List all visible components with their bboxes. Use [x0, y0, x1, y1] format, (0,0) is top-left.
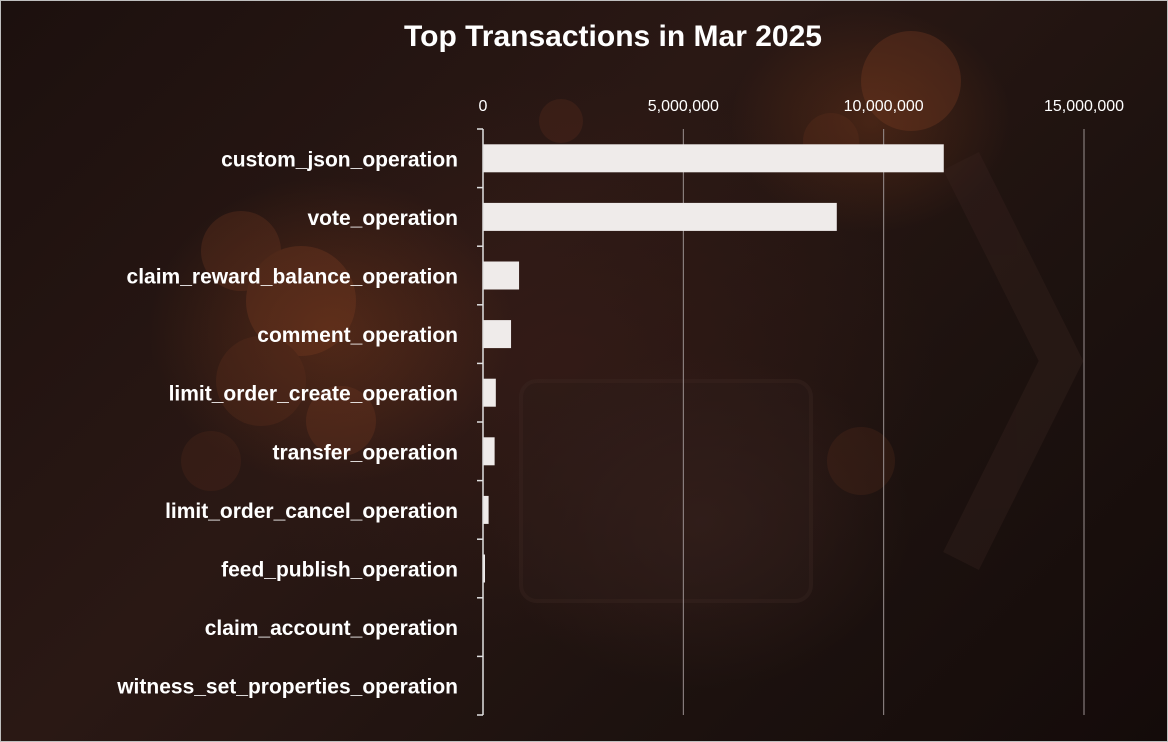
bar-comment-operation	[483, 320, 512, 349]
bar-limit-order-cancel-operation	[483, 495, 489, 524]
y-axis	[477, 128, 484, 716]
x-axis-ticks: 0 5,000,000 10,000,000 15,000,000	[479, 98, 1125, 115]
category-label: custom_json_operation	[221, 148, 458, 171]
category-label: claim_reward_balance_operation	[127, 266, 458, 289]
bar-custom-json-operation	[483, 144, 944, 173]
category-label: limit_order_create_operation	[169, 383, 458, 406]
x-tick-label: 15,000,000	[1044, 98, 1124, 115]
category-label: transfer_operation	[272, 441, 458, 464]
bar-claim-reward-balance-operation	[483, 261, 520, 290]
category-label: limit_order_cancel_operation	[165, 500, 458, 523]
category-label: claim_account_operation	[205, 617, 458, 640]
bar-limit-order-create-operation	[483, 378, 496, 407]
bar-transfer-operation	[483, 437, 495, 466]
bars	[483, 144, 944, 700]
x-tick-label: 10,000,000	[844, 98, 924, 115]
category-label: comment_operation	[257, 324, 458, 347]
category-label: vote_operation	[307, 207, 458, 230]
category-label: witness_set_properties_operation	[116, 676, 458, 699]
x-tick-label: 0	[479, 98, 488, 115]
bar-feed-publish-operation	[483, 554, 486, 583]
category-label: feed_publish_operation	[221, 559, 458, 582]
chart-title: Top Transactions in Mar 2025	[404, 20, 822, 53]
bar-vote-operation	[483, 202, 837, 231]
category-labels: custom_json_operation vote_operationclaim…	[116, 148, 458, 698]
x-tick-label: 5,000,000	[648, 98, 719, 115]
